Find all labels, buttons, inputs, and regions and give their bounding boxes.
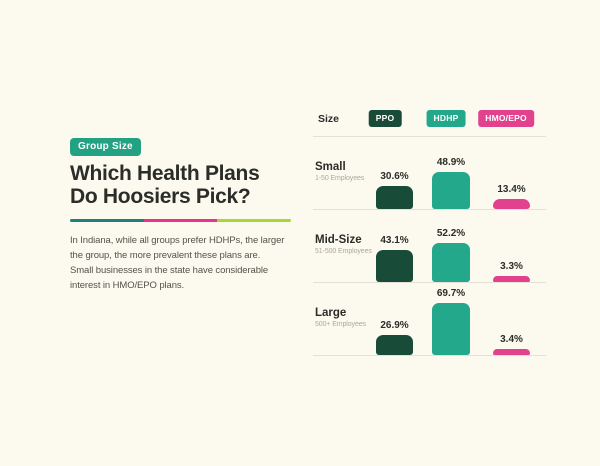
divider-segment-3 [217, 219, 291, 222]
bar-chart-panel: Size PPO HDHP HMO/EPO Small 1-50 Employees 3… [313, 104, 546, 356]
legend-badge-hdhp: HDHP [426, 110, 466, 127]
bar-value-hmo-epo-large: 3.4% [500, 334, 523, 345]
intro-paragraph-line: Small businesses in the state have consi… [70, 265, 269, 276]
category-sublabel: 500+ Employees [315, 321, 366, 328]
bar-value-hdhp-large: 69.7% [436, 288, 466, 299]
bar-value-hdhp-small: 48.9% [436, 157, 466, 168]
bar-value-ppo-mid-size: 43.1% [380, 235, 409, 246]
chart-rows: Small 1-50 Employees 30.6% 48.9% 13.4% Mid-Si… [313, 137, 546, 356]
bar-value-hmo-epo-mid-size: 3.3% [500, 261, 523, 272]
bar-value-ppo-small: 30.6% [380, 171, 409, 182]
category-label: Large [315, 307, 347, 319]
bar-value-hdhp-mid-size: 52.2% [436, 228, 466, 239]
page-title-line1: Which Health Plans [70, 162, 260, 185]
chart-legend: Size PPO HDHP HMO/EPO [313, 104, 546, 137]
tricolor-divider [70, 219, 291, 222]
group-size-badge: Group Size [70, 138, 141, 156]
intro-paragraph: In Indiana, while all groups prefer HDHP… [70, 233, 298, 293]
row-label-large: Large 500+ Employees [315, 307, 366, 328]
bar-hdhp-mid-size [432, 243, 470, 282]
bar-hmo-epo-mid-size [493, 276, 530, 282]
bar-ppo-large [376, 335, 413, 355]
intro-panel: Group Size Which Health Plans Do Hoosier… [70, 136, 298, 293]
bar-hdhp-small [432, 172, 470, 209]
chart-row-small: Small 1-50 Employees 30.6% 48.9% 13.4% [313, 137, 546, 210]
bar-hmo-epo-large [493, 349, 530, 355]
row-label-mid-size: Mid-Size 51-500 Employees [315, 234, 372, 255]
category-label: Small [315, 161, 346, 173]
bar-value-ppo-large: 26.9% [380, 320, 409, 331]
category-label: Mid-Size [315, 234, 362, 246]
category-sublabel: 51-500 Employees [315, 248, 372, 255]
category-sublabel: 1-50 Employees [315, 175, 365, 182]
size-column-header: Size [318, 113, 340, 125]
page-title-line2: Do Hoosiers Pick? [70, 185, 251, 208]
row-label-small: Small 1-50 Employees [315, 161, 364, 182]
legend-badge-hmo-epo: HMO/EPO [478, 110, 534, 127]
bar-hdhp-large [432, 303, 470, 355]
page-title: Which Health Plans Do Hoosiers Pick? [70, 162, 298, 208]
divider-segment-2 [143, 219, 218, 222]
chart-row-large: Large 500+ Employees 26.9% 69.7% 3.4% [313, 283, 546, 356]
bar-ppo-mid-size [376, 250, 413, 282]
bar-ppo-small [376, 186, 413, 209]
chart-row-mid-size: Mid-Size 51-500 Employees 43.1% 52.2% 3.3% [313, 210, 546, 283]
intro-paragraph-line: interest in HMO/EPO plans. [70, 280, 185, 291]
legend-badge-ppo: PPO [368, 110, 402, 127]
bar-value-hmo-epo-small: 13.4% [497, 184, 526, 195]
intro-paragraph-line: In Indiana, while all groups prefer HDHP… [70, 235, 285, 246]
bar-hmo-epo-small [493, 199, 530, 209]
intro-paragraph-line: the group, the more prevalent these plan… [70, 250, 261, 261]
divider-segment-1 [70, 219, 144, 222]
